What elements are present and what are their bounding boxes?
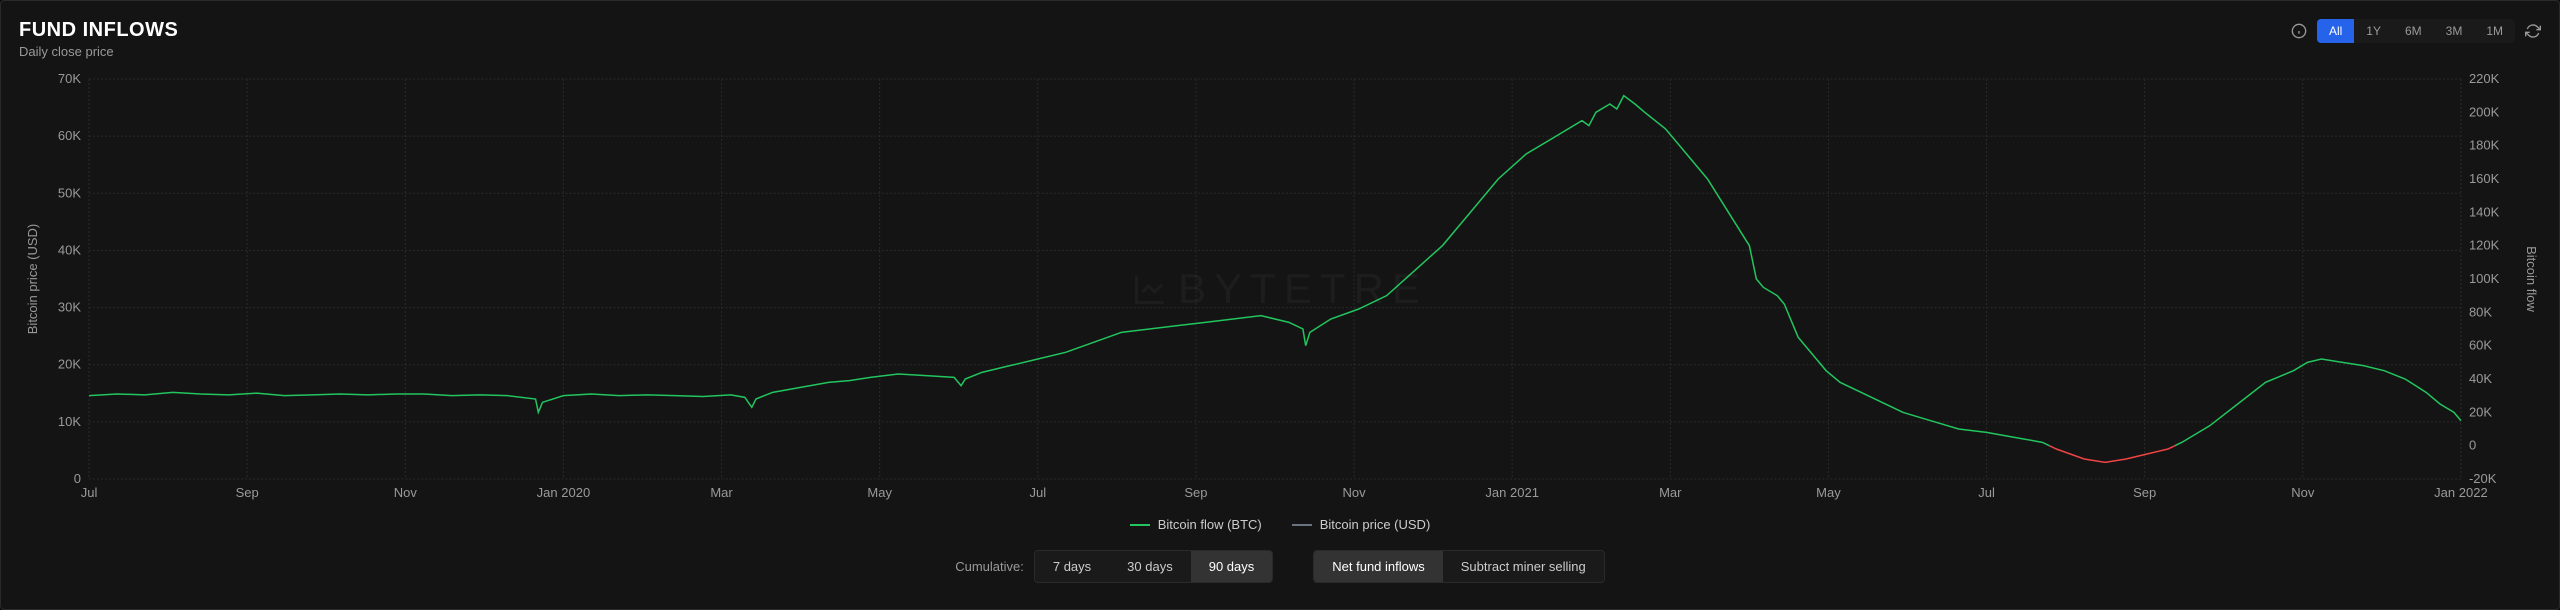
svg-text:-20K: -20K (2469, 471, 2497, 486)
svg-text:Jan 2021: Jan 2021 (1485, 485, 1539, 500)
svg-text:200K: 200K (2469, 104, 2500, 119)
svg-text:40K: 40K (2469, 371, 2492, 386)
refresh-icon[interactable] (2525, 23, 2541, 39)
legend-label: Bitcoin price (USD) (1320, 517, 1431, 532)
cumulative-button[interactable]: 30 days (1109, 551, 1191, 582)
svg-text:220K: 220K (2469, 71, 2500, 86)
cumulative-button[interactable]: 7 days (1035, 551, 1109, 582)
svg-text:Jul: Jul (81, 485, 98, 500)
top-controls: All1Y6M3M1M (2291, 19, 2541, 43)
svg-text:30K: 30K (58, 300, 81, 315)
range-button-all[interactable]: All (2317, 19, 2354, 43)
cumulative-pills: 7 days30 days90 days (1034, 550, 1273, 583)
svg-text:160K: 160K (2469, 171, 2500, 186)
legend-label: Bitcoin flow (BTC) (1158, 517, 1262, 532)
svg-text:Sep: Sep (2133, 485, 2156, 500)
svg-text:70K: 70K (58, 71, 81, 86)
legend-swatch (1130, 524, 1150, 526)
svg-text:10K: 10K (58, 414, 81, 429)
cumulative-label: Cumulative: (955, 559, 1024, 574)
svg-text:Nov: Nov (394, 485, 418, 500)
svg-text:0: 0 (2469, 438, 2476, 453)
svg-text:20K: 20K (2469, 404, 2492, 419)
legend-swatch (1292, 524, 1312, 526)
svg-text:Sep: Sep (236, 485, 259, 500)
mode-button[interactable]: Net fund inflows (1314, 551, 1443, 582)
svg-text:Jan 2020: Jan 2020 (537, 485, 591, 500)
mode-button[interactable]: Subtract miner selling (1443, 551, 1604, 582)
svg-text:60K: 60K (58, 128, 81, 143)
title-block: FUND INFLOWS Daily close price (19, 19, 178, 59)
mode-pills: Net fund inflowsSubtract miner selling (1313, 550, 1605, 583)
svg-text:Nov: Nov (2291, 485, 2315, 500)
svg-text:80K: 80K (2469, 304, 2492, 319)
range-button-6m[interactable]: 6M (2393, 19, 2434, 43)
panel: FUND INFLOWS Daily close price All1Y6M3M… (0, 0, 2560, 610)
svg-text:180K: 180K (2469, 138, 2500, 153)
svg-text:Mar: Mar (710, 485, 733, 500)
chart-area: BYTETRE 010K20K30K40K50K60K70K-20K020K40… (19, 69, 2541, 509)
svg-text:20K: 20K (58, 357, 81, 372)
bottom-controls: Cumulative: 7 days30 days90 days Net fun… (19, 550, 2541, 583)
svg-text:140K: 140K (2469, 204, 2500, 219)
svg-text:Jan 2022: Jan 2022 (2434, 485, 2488, 500)
legend-item[interactable]: Bitcoin flow (BTC) (1130, 517, 1262, 532)
info-icon[interactable] (2291, 23, 2307, 39)
range-buttons: All1Y6M3M1M (2317, 19, 2515, 43)
cumulative-button[interactable]: 90 days (1191, 551, 1273, 582)
svg-text:Jul: Jul (1029, 485, 1046, 500)
legend-item[interactable]: Bitcoin price (USD) (1292, 517, 1431, 532)
range-button-3m[interactable]: 3M (2434, 19, 2475, 43)
svg-text:100K: 100K (2469, 271, 2500, 286)
chart-svg[interactable]: 0 10K 20K 30K 40K 50K 60K 70K -20K 0 20K 40K 60K 80K 1… (19, 69, 2541, 509)
svg-text:Mar: Mar (1659, 485, 1682, 500)
range-button-1m[interactable]: 1M (2474, 19, 2515, 43)
svg-text:May: May (867, 485, 892, 500)
page-subtitle: Daily close price (19, 44, 178, 59)
svg-text:0: 0 (74, 471, 81, 486)
svg-text:May: May (1816, 485, 1841, 500)
svg-text:50K: 50K (58, 185, 81, 200)
cumulative-group: Cumulative: 7 days30 days90 days (955, 550, 1273, 583)
legend: Bitcoin flow (BTC) Bitcoin price (USD) (19, 517, 2541, 532)
range-button-1y[interactable]: 1Y (2354, 19, 2393, 43)
svg-text:Jul: Jul (1978, 485, 1995, 500)
svg-text:60K: 60K (2469, 338, 2492, 353)
mode-group: Net fund inflowsSubtract miner selling (1313, 550, 1605, 583)
svg-text:Bitcoin price (USD): Bitcoin price (USD) (25, 224, 40, 334)
svg-text:Nov: Nov (1342, 485, 1366, 500)
page-title: FUND INFLOWS (19, 19, 178, 42)
svg-text:40K: 40K (58, 242, 81, 257)
header: FUND INFLOWS Daily close price All1Y6M3M… (19, 19, 2541, 59)
svg-text:120K: 120K (2469, 238, 2500, 253)
svg-text:Sep: Sep (1184, 485, 1207, 500)
svg-text:Bitcoin flow: Bitcoin flow (2524, 246, 2539, 312)
